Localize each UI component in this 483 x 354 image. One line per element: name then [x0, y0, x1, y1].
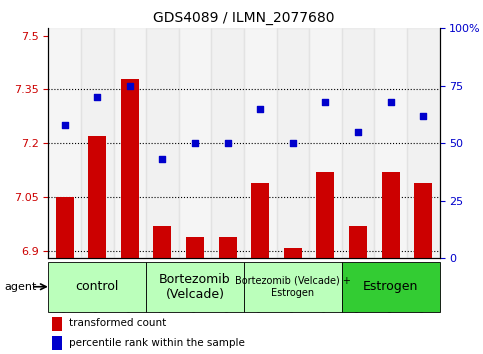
Bar — [316, 172, 334, 258]
Bar — [179, 28, 212, 258]
Bar — [244, 262, 342, 312]
Point — [191, 141, 199, 146]
Bar — [121, 79, 139, 258]
Point — [126, 83, 134, 88]
Text: transformed count: transformed count — [70, 318, 167, 329]
Bar — [349, 226, 367, 258]
Point — [289, 141, 297, 146]
Bar — [276, 28, 309, 258]
Bar — [88, 136, 106, 258]
Text: percentile rank within the sample: percentile rank within the sample — [70, 337, 245, 348]
Text: Bortezomib (Velcade) +
Estrogen: Bortezomib (Velcade) + Estrogen — [235, 276, 351, 298]
Text: control: control — [75, 280, 119, 293]
Bar — [251, 183, 269, 258]
Point — [61, 122, 69, 128]
Bar — [48, 28, 81, 258]
Bar — [414, 183, 432, 258]
Point — [322, 99, 329, 105]
Bar — [52, 317, 62, 331]
Bar — [342, 262, 440, 312]
Bar — [114, 28, 146, 258]
Title: GDS4089 / ILMN_2077680: GDS4089 / ILMN_2077680 — [153, 11, 335, 24]
Bar — [48, 262, 146, 312]
Point — [419, 113, 427, 119]
Point — [354, 129, 362, 135]
Bar — [382, 172, 399, 258]
Bar — [244, 28, 277, 258]
Bar — [186, 237, 204, 258]
Bar — [374, 28, 407, 258]
Point — [93, 95, 101, 100]
Bar — [146, 262, 244, 312]
Bar — [407, 28, 440, 258]
Bar — [309, 28, 342, 258]
Bar — [52, 336, 62, 350]
Bar — [146, 28, 179, 258]
Point — [387, 99, 395, 105]
Bar — [219, 237, 237, 258]
Bar — [154, 226, 171, 258]
Point — [158, 156, 166, 162]
Bar — [342, 28, 374, 258]
Text: Estrogen: Estrogen — [363, 280, 418, 293]
Bar — [212, 28, 244, 258]
Text: Bortezomib
(Velcade): Bortezomib (Velcade) — [159, 273, 231, 301]
Point — [224, 141, 231, 146]
Bar — [284, 248, 302, 258]
Text: agent: agent — [5, 282, 37, 292]
Point — [256, 106, 264, 112]
Bar — [56, 197, 73, 258]
Bar — [81, 28, 114, 258]
